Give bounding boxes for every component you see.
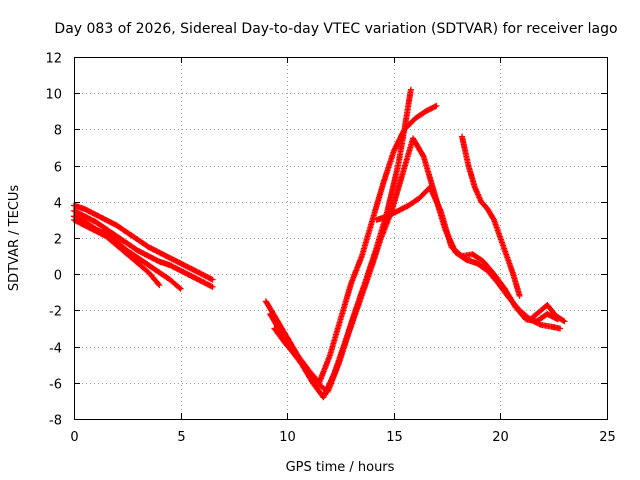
series-track-8 <box>373 184 561 325</box>
series-track-10 <box>518 302 568 325</box>
series-layer <box>71 86 568 401</box>
series-track-9 <box>459 133 523 299</box>
series-track-7 <box>271 135 564 395</box>
y-tick-label: 2 <box>54 233 62 248</box>
x-tick-label: 0 <box>70 430 78 445</box>
series-track-2 <box>71 207 216 290</box>
y-tick-label: 12 <box>45 52 62 67</box>
ticks-layer: 0 5 10 15 20 25 -8 -6 -4 -2 0 2 4 6 8 10 12 <box>45 52 615 446</box>
y-axis-title: SDTVAR / TECUs <box>7 185 22 292</box>
x-tick-label: 25 <box>599 430 616 445</box>
y-tick-label: -2 <box>49 305 62 320</box>
x-axis-title: GPS time / hours <box>286 460 395 475</box>
y-tick-label: -8 <box>49 414 62 429</box>
plot-frame <box>74 57 608 420</box>
y-tick-label: 6 <box>54 161 62 176</box>
chart-title: Day 083 of 2026, Sidereal Day-to-day VTE… <box>54 21 617 37</box>
y-tick-label: -4 <box>49 342 62 357</box>
y-tick-label: -6 <box>49 378 62 393</box>
y-tick-label: 8 <box>54 124 62 139</box>
x-tick-label: 10 <box>279 430 296 445</box>
y-tick-label: 10 <box>45 88 62 103</box>
y-tick-label: 4 <box>54 197 62 212</box>
x-tick-label: 5 <box>177 430 185 445</box>
x-tick-label: 20 <box>492 430 509 445</box>
y-tick-label: 0 <box>54 269 62 284</box>
x-tick-label: 15 <box>386 430 403 445</box>
